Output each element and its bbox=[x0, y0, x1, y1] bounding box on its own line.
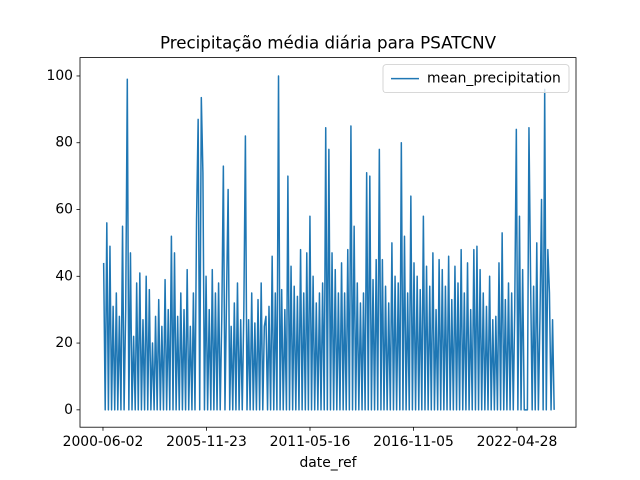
x-axis-label: date_ref bbox=[299, 455, 357, 471]
chart-title: Precipitação média diária para PSATCNV bbox=[160, 33, 497, 53]
plot-frame bbox=[79, 57, 577, 428]
x-tick-label: 2000-06-02 bbox=[63, 434, 144, 450]
x-tick-label: 2011-05-16 bbox=[270, 434, 351, 450]
y-tick-label: 20 bbox=[55, 335, 73, 351]
y-tick-label: 0 bbox=[64, 402, 73, 418]
legend-box bbox=[382, 64, 570, 93]
x-tick-label: 2022-04-28 bbox=[477, 434, 558, 450]
y-tick-label: 40 bbox=[55, 268, 73, 284]
data-line bbox=[102, 75, 555, 411]
y-tick-label: 60 bbox=[55, 202, 73, 218]
y-tick-label: 100 bbox=[46, 68, 73, 84]
legend-label: mean_precipitation bbox=[427, 71, 561, 87]
x-tick-label: 2016-11-05 bbox=[373, 434, 454, 450]
x-tick-label: 2005-11-23 bbox=[166, 434, 247, 450]
y-tick-label: 80 bbox=[55, 135, 73, 151]
